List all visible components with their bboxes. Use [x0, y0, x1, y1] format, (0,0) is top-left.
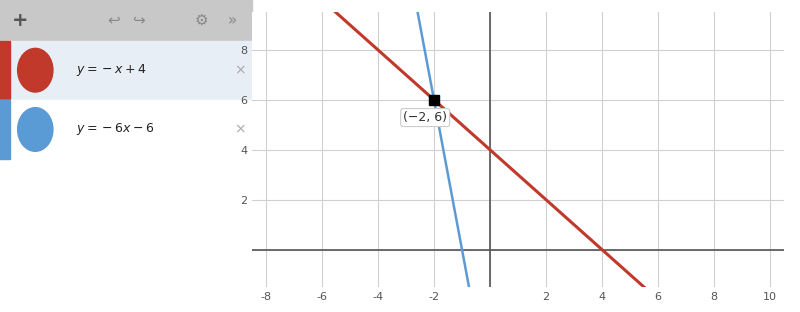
- Bar: [0, 100, 252, 159]
- Text: »: »: [227, 13, 237, 28]
- Circle shape: [18, 48, 53, 92]
- Text: ×: ×: [234, 123, 246, 136]
- Bar: [0, 41, 252, 100]
- Bar: [0, 0, 252, 41]
- Text: ↪: ↪: [132, 13, 145, 28]
- Bar: [0, 41, 10, 100]
- Text: ⚙: ⚙: [194, 13, 209, 28]
- Bar: [0, 100, 10, 159]
- Text: $y = -6x - 6$: $y = -6x - 6$: [75, 121, 154, 138]
- Text: (−2, 6): (−2, 6): [403, 111, 447, 124]
- Text: $y = -x + 4$: $y = -x + 4$: [75, 62, 146, 78]
- Text: +: +: [12, 11, 29, 30]
- Circle shape: [18, 108, 53, 151]
- Text: ↩: ↩: [107, 13, 120, 28]
- Text: ×: ×: [234, 63, 246, 77]
